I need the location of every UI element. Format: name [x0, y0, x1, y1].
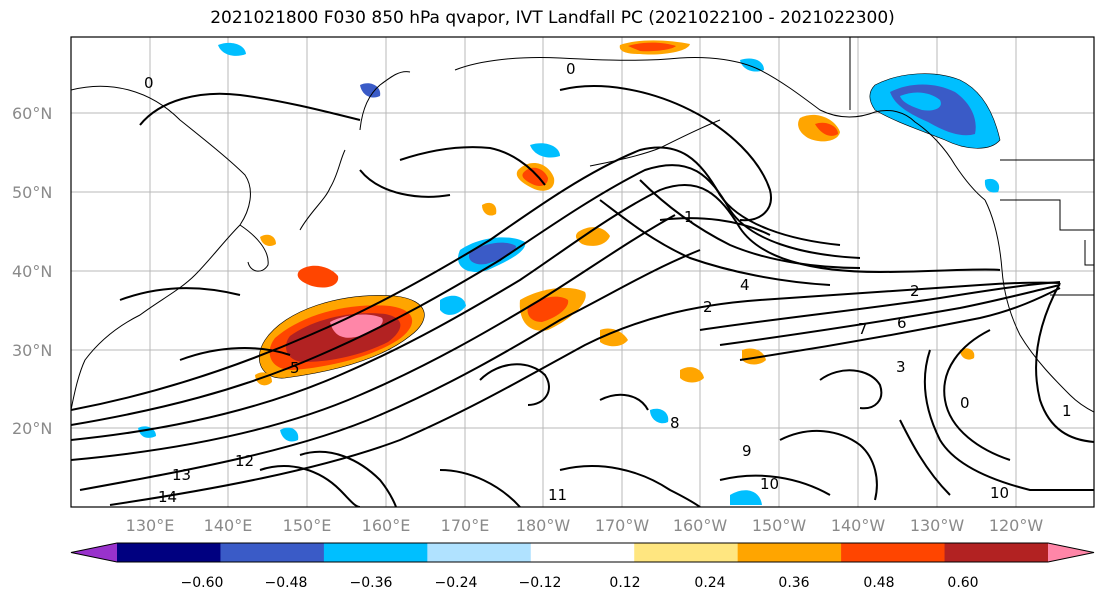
colorbar: [70, 542, 1095, 563]
colorbar-tick-label: 0.36: [778, 575, 809, 591]
lat-label: 20°N: [12, 419, 52, 438]
contour-label: 12: [235, 452, 254, 470]
colorbar-tick-label: −0.36: [350, 575, 393, 591]
longitude-labels: 130°E 140°E 150°E 160°E 170°E 180°W 170°…: [126, 516, 1044, 535]
lat-label: 50°N: [12, 183, 52, 202]
lon-label: 160°E: [362, 516, 411, 535]
colorbar-segment: [634, 543, 739, 562]
contour-label: 7: [858, 320, 868, 338]
positive-anomaly-shading: [255, 40, 975, 386]
colorbar-outline: [70, 542, 1095, 563]
contour-label: 8: [670, 414, 680, 432]
lat-label: 60°N: [12, 104, 52, 123]
colorbar-extend-low: [71, 543, 117, 562]
colorbar-tick-label: −0.60: [181, 575, 224, 591]
contour-label: 6: [897, 314, 907, 332]
lon-label: 130°E: [126, 516, 175, 535]
latitude-labels: 60°N 50°N 40°N 30°N 20°N: [12, 104, 52, 438]
contour-label: 10: [760, 475, 779, 493]
colorbar-segment: [427, 543, 532, 562]
colorbar-segment: [220, 543, 325, 562]
colorbar-tick-label: −0.12: [519, 575, 562, 591]
colorbar-segment: [737, 543, 842, 562]
colorbar-extend-high: [1048, 543, 1094, 562]
lon-label: 140°W: [831, 516, 886, 535]
colorbar-segment: [841, 543, 946, 562]
colorbar-segment: [944, 543, 1049, 562]
contour-label: 2: [910, 282, 920, 300]
colorbar-tick-label: 0.60: [947, 575, 978, 591]
contour-label: 4: [740, 276, 750, 294]
colorbar-segment: [323, 543, 428, 562]
lat-label: 40°N: [12, 262, 52, 281]
lon-label: 170°W: [595, 516, 650, 535]
contour-label: 3: [896, 358, 906, 376]
map-title: 2021021800 F030 850 hPa qvapor, IVT Land…: [210, 8, 895, 28]
lon-label: 140°E: [204, 516, 253, 535]
contour-label: 14: [158, 488, 177, 506]
lon-label: 120°W: [989, 516, 1044, 535]
lon-label: 150°W: [752, 516, 807, 535]
colorbar-tick-label: 0.48: [863, 575, 894, 591]
colorbar-segment: [117, 543, 221, 562]
colorbar-tick-label: −0.24: [435, 575, 478, 591]
colorbar-labels: −0.60 −0.48 −0.36 −0.24 −0.12 0.12 0.24 …: [181, 575, 979, 591]
contour-lines: [71, 85, 1094, 507]
contour-label: 11: [548, 486, 567, 504]
contour-label: 0: [960, 394, 970, 412]
lon-label: 130°W: [910, 516, 965, 535]
colorbar-tick-label: 0.12: [609, 575, 640, 591]
negative-anomaly-shading: [138, 42, 1001, 505]
colorbar-tick-label: −0.48: [265, 575, 308, 591]
contour-labels: 0 0 1 4 2 7 6 2 3 5 14 12 13 8 9 10 10 1…: [144, 60, 1072, 506]
lon-label: 170°E: [441, 516, 490, 535]
contour-label: 13: [172, 466, 191, 484]
colorbar-segment: [530, 543, 635, 562]
lon-label: 180°W: [516, 516, 571, 535]
contour-label: 10: [990, 484, 1009, 502]
contour-label: 1: [684, 208, 694, 226]
contour-label: 5: [290, 359, 300, 377]
lat-label: 30°N: [12, 341, 52, 360]
contour-label: 0: [566, 60, 576, 78]
coastlines: [71, 37, 1094, 413]
contour-label: 1: [1062, 402, 1072, 420]
lon-label: 150°E: [283, 516, 332, 535]
lon-label: 160°W: [673, 516, 728, 535]
contour-label: 0: [144, 74, 154, 92]
colorbar-tick-label: 0.24: [694, 575, 725, 591]
map-border: [70, 36, 1095, 508]
contour-label: 2: [703, 298, 713, 316]
contour-label: 9: [742, 442, 752, 460]
